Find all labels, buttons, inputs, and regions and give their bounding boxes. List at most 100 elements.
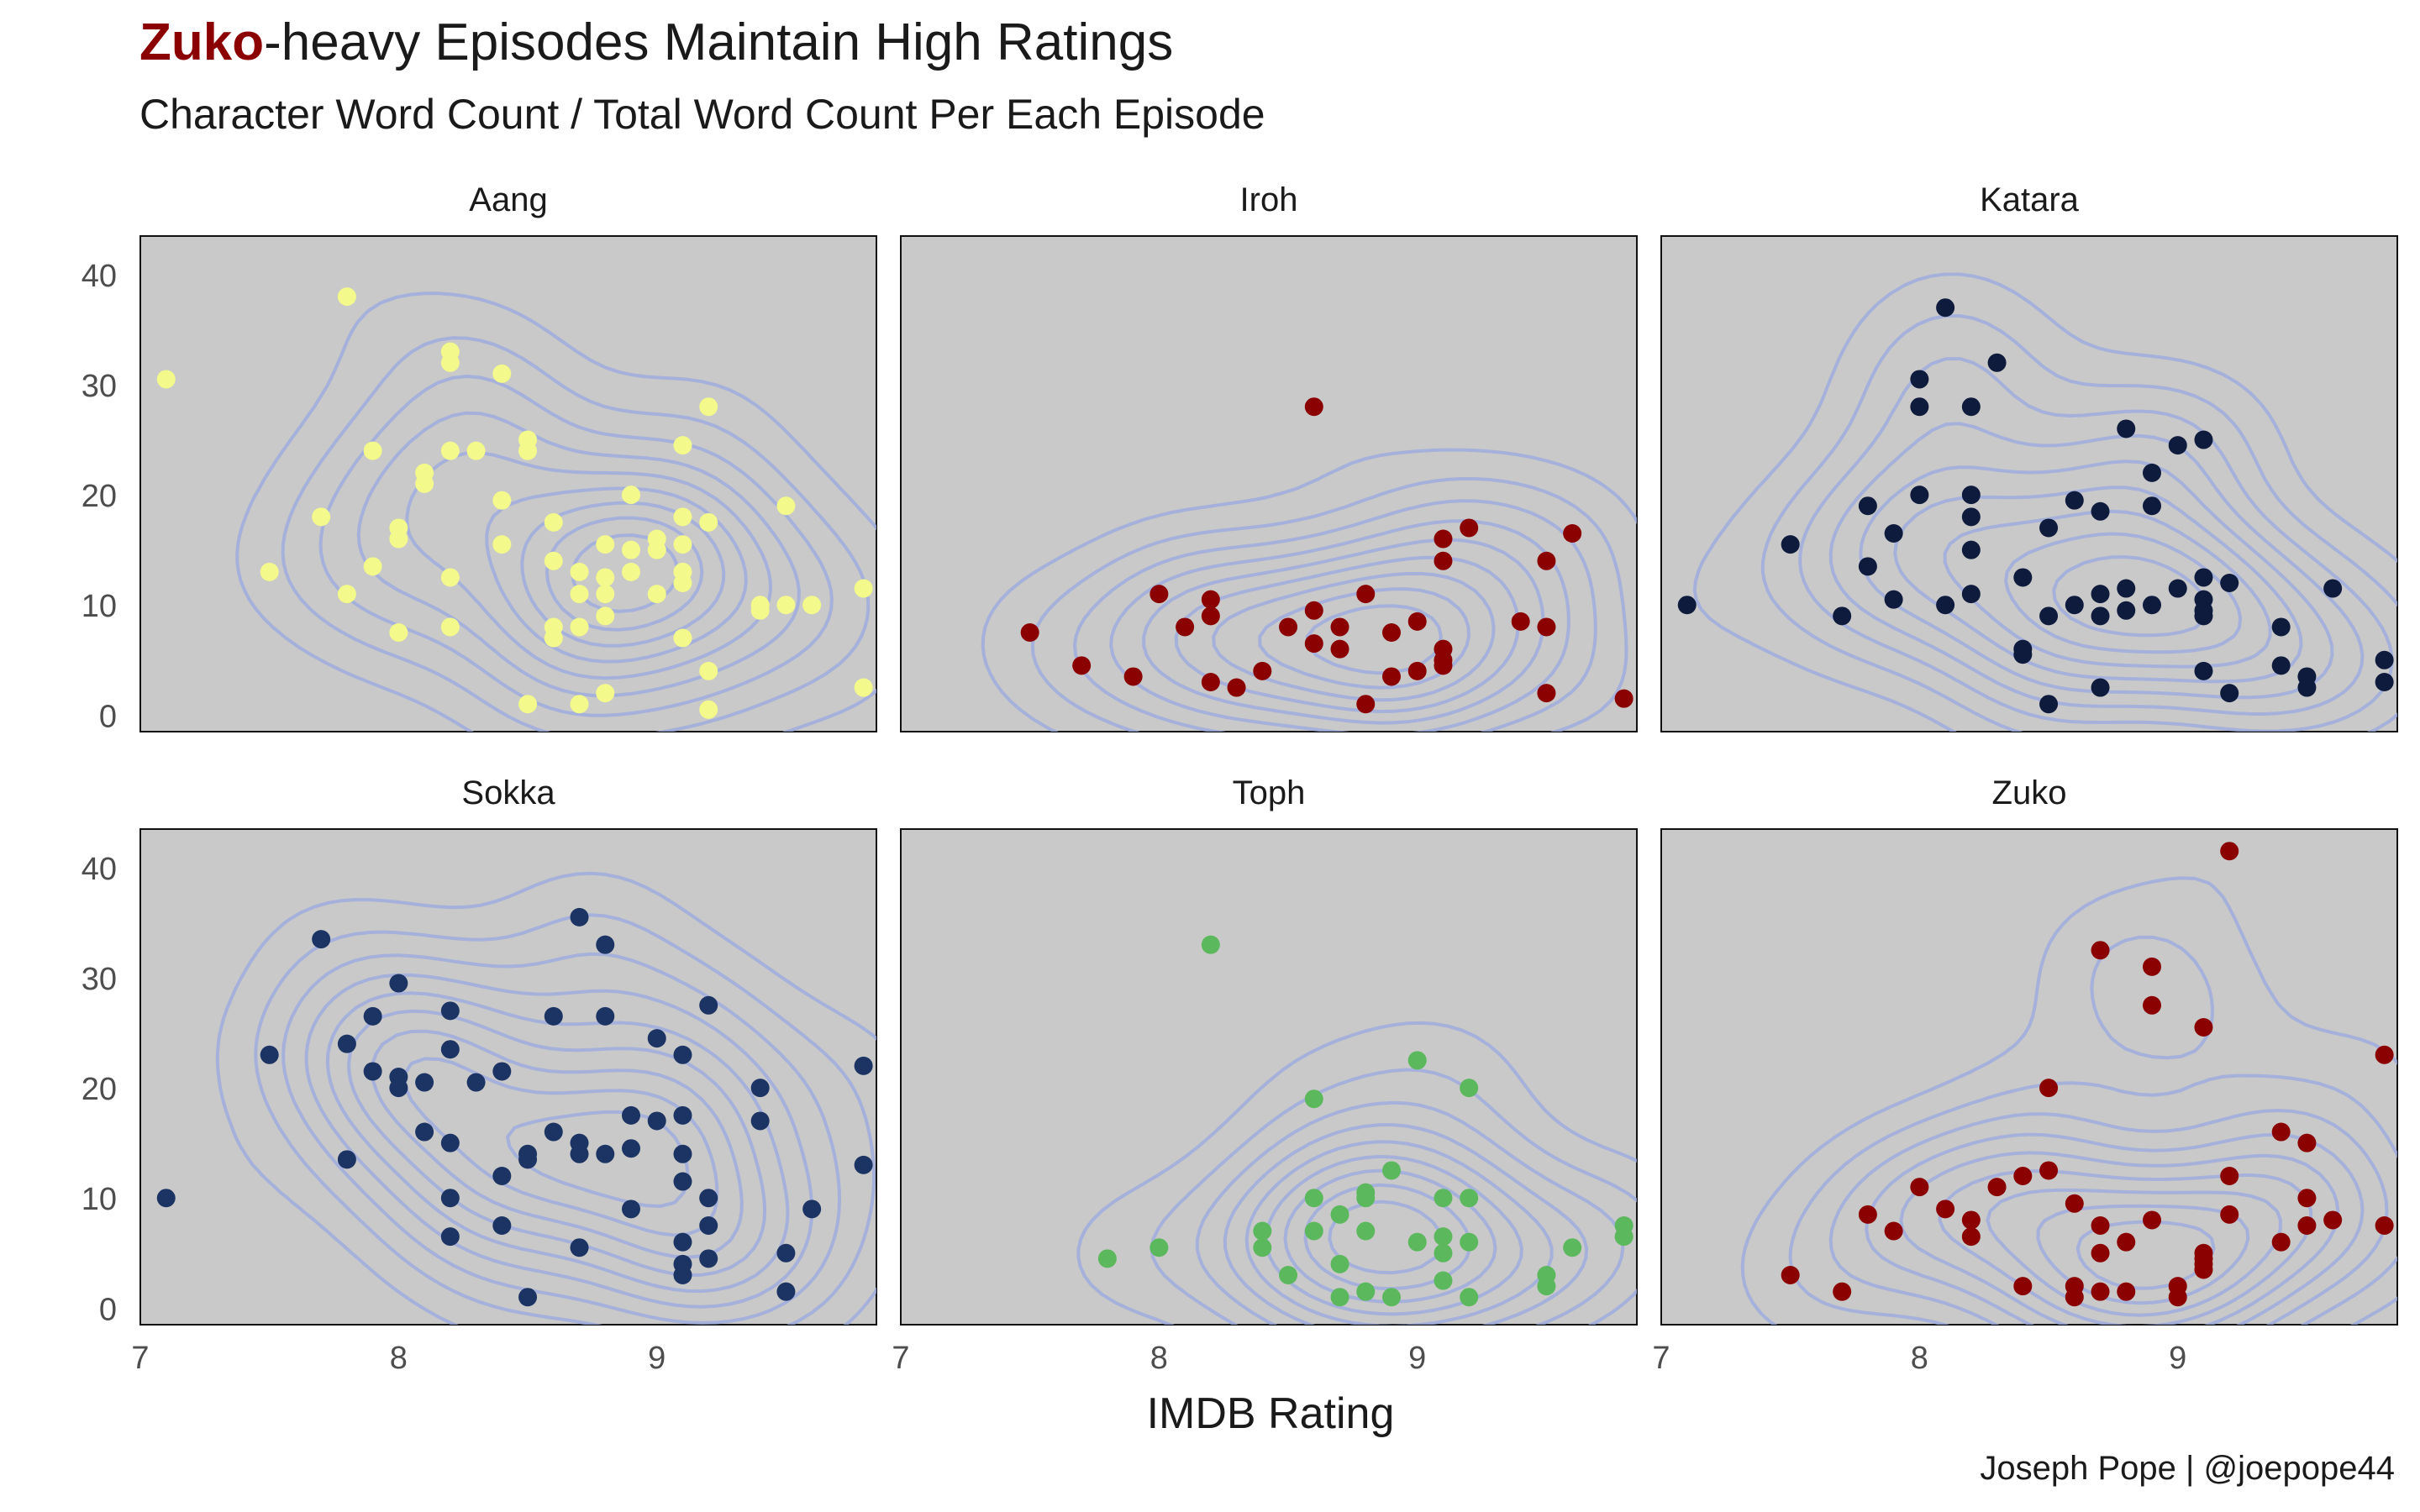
data-point: [440, 1133, 460, 1152]
data-point: [1072, 656, 1092, 675]
data-point: [2194, 430, 2213, 449]
data-point: [1330, 1254, 1349, 1273]
data-point: [2039, 606, 2059, 626]
y-tick-label: 20: [82, 1072, 117, 1107]
density-contour-line: [215, 871, 876, 1325]
data-point: [156, 370, 176, 389]
data-point: [415, 475, 434, 493]
facet-label: Sokka: [461, 774, 555, 811]
data-point: [1884, 590, 1903, 609]
data-point: [1201, 606, 1220, 626]
data-point: [622, 486, 640, 505]
data-point: [2091, 941, 2110, 960]
data-point: [415, 1073, 434, 1092]
data-point: [1614, 689, 1634, 708]
data-point: [312, 930, 331, 949]
data-point: [776, 1282, 796, 1301]
data-point: [2143, 1210, 2161, 1230]
data-point: [1910, 370, 1929, 389]
data-point: [854, 1155, 873, 1174]
data-point: [1123, 667, 1143, 686]
data-point: [1910, 397, 1929, 417]
data-point: [337, 585, 356, 604]
data-point: [2065, 1194, 2084, 1213]
density-contour-line: [1109, 519, 1570, 732]
data-point: [1961, 1227, 1981, 1247]
data-point: [492, 535, 512, 554]
data-point: [363, 1062, 382, 1081]
data-point: [2143, 596, 2161, 615]
data-point: [1858, 557, 1877, 576]
data-point: [363, 441, 382, 460]
data-point: [1382, 623, 1401, 642]
data-point: [2194, 1018, 2213, 1037]
density-contour-line: [485, 486, 748, 664]
title-highlight: Zuko: [139, 13, 265, 71]
x-tick-label: 8: [1911, 1341, 1928, 1376]
data-point: [699, 1189, 718, 1208]
data-point: [389, 529, 408, 549]
data-point: [2065, 596, 2084, 615]
data-point: [2375, 673, 2394, 691]
data-point: [2039, 695, 2059, 714]
data-point: [673, 1045, 692, 1064]
y-tick-label: 10: [82, 589, 117, 624]
data-point: [1253, 1221, 1272, 1241]
x-tick-label: 7: [131, 1341, 149, 1376]
data-point: [2117, 579, 2136, 598]
data-point: [1460, 518, 1479, 538]
data-point: [1537, 617, 1556, 637]
data-point: [1020, 623, 1039, 642]
data-point: [1253, 661, 1272, 680]
data-point: [2168, 436, 2187, 455]
data-point: [156, 1189, 176, 1208]
data-point: [1330, 617, 1349, 637]
data-point: [440, 1001, 460, 1021]
data-point: [544, 551, 563, 570]
data-point: [1781, 1266, 1800, 1284]
data-point: [1884, 524, 1903, 543]
data-point: [389, 1079, 408, 1098]
data-point: [1279, 1266, 1298, 1284]
data-point: [1150, 1238, 1169, 1257]
data-point: [673, 1144, 692, 1163]
data-point: [1781, 535, 1800, 554]
data-point: [337, 1150, 356, 1169]
density-contour-line: [1740, 876, 2397, 1325]
data-point: [1936, 596, 1955, 615]
x-tick-label: 7: [892, 1341, 909, 1376]
density-contour-line: [235, 291, 876, 732]
data-point: [2143, 496, 2161, 516]
data-point: [2091, 606, 2110, 626]
data-point: [673, 574, 692, 592]
facet-label: Toph: [1233, 774, 1306, 811]
data-point: [622, 1139, 640, 1158]
data-point: [854, 678, 873, 697]
data-point: [1356, 1282, 1376, 1301]
data-point: [2220, 1167, 2239, 1185]
data-point: [2194, 1260, 2213, 1279]
data-point: [1884, 1221, 1903, 1241]
data-point: [2323, 579, 2343, 598]
data-point: [673, 436, 692, 455]
data-point: [647, 1029, 666, 1048]
data-point: [1382, 1161, 1401, 1180]
data-point: [1150, 585, 1169, 604]
data-point: [802, 596, 822, 615]
data-point: [2013, 1277, 2033, 1296]
data-point: [1677, 596, 1697, 615]
density-contour-line: [2052, 555, 2210, 638]
density-contours: [1692, 272, 2397, 732]
density-contour-line: [1212, 571, 1496, 702]
data-point: [1987, 1178, 2007, 1197]
data-point: [647, 1111, 666, 1131]
data-point: [1356, 585, 1376, 604]
y-tick-label: 10: [82, 1182, 117, 1217]
data-point: [673, 1105, 692, 1125]
data-point: [2143, 463, 2161, 482]
density-contour-line: [1030, 476, 1628, 732]
data-point: [1434, 529, 1453, 549]
data-point: [2091, 1216, 2110, 1235]
data-point: [2091, 678, 2110, 697]
data-point: [1407, 1051, 1427, 1070]
